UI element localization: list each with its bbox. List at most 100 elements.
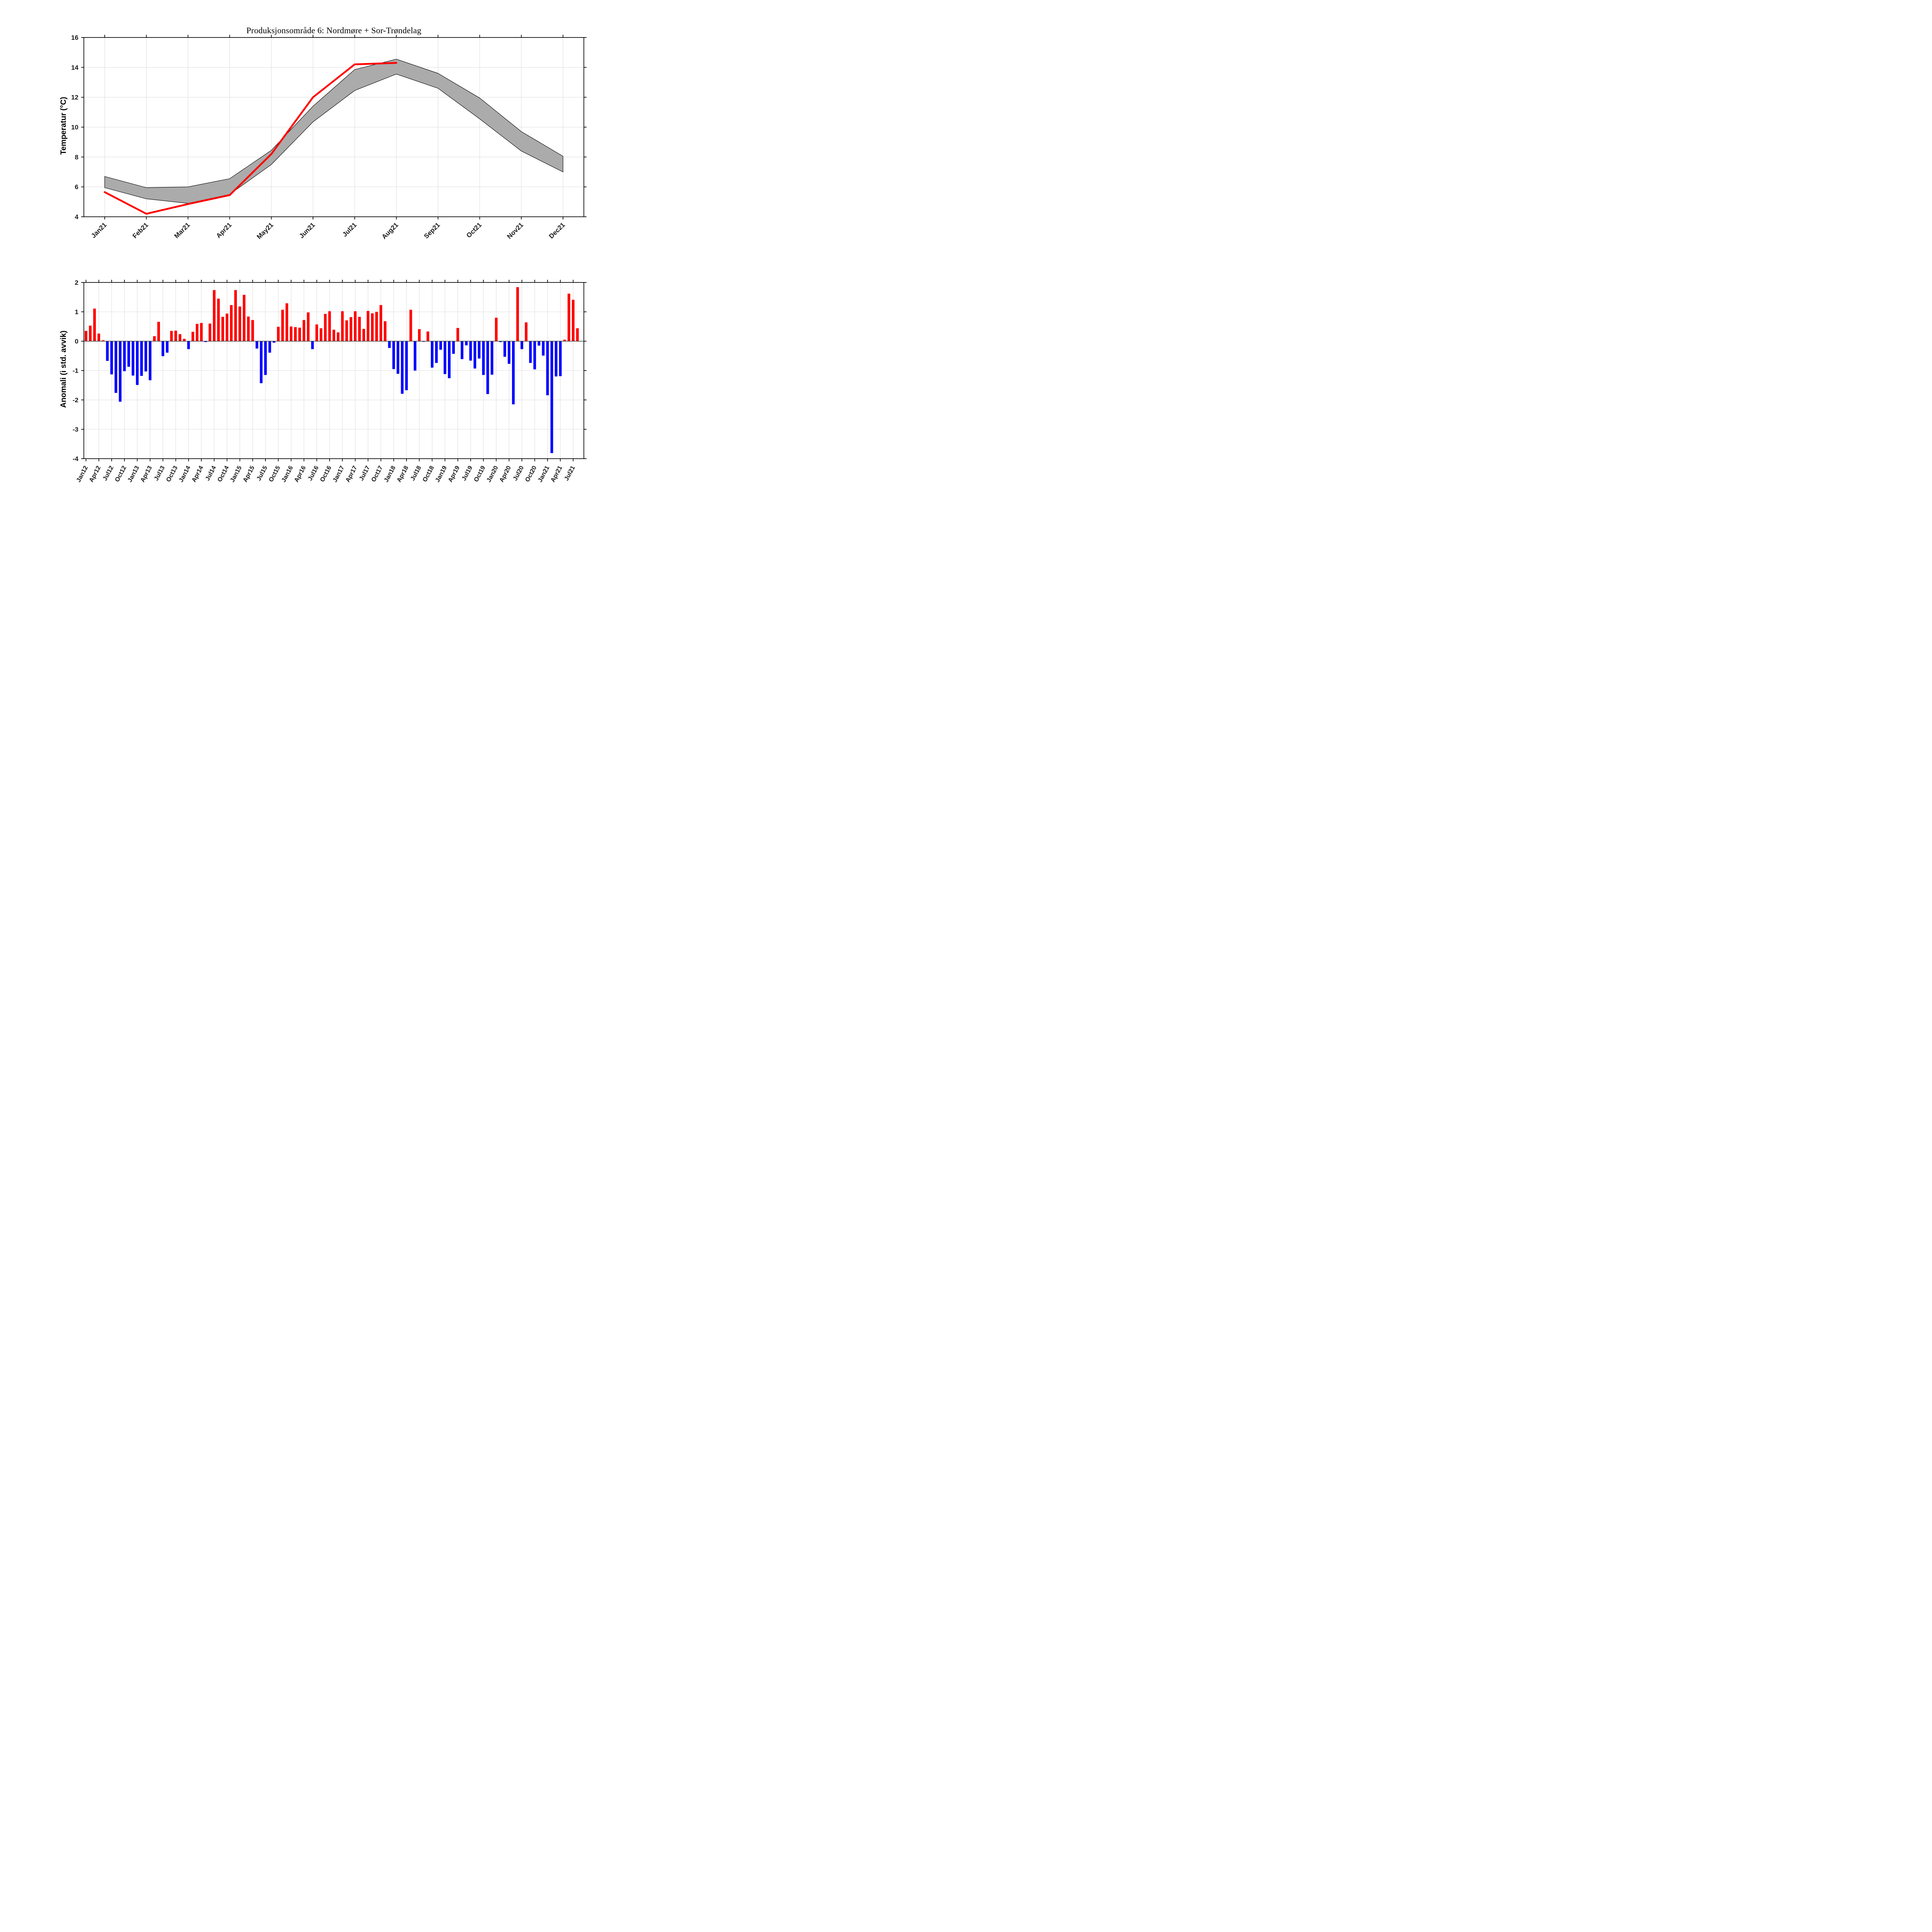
top-y-axis-label: Temperatur (°C) <box>59 97 68 155</box>
x-tick-label: Oct19 <box>473 465 487 483</box>
anomaly-bar-positive <box>418 329 421 341</box>
anomaly-bar-positive <box>191 332 194 341</box>
x-tick-label: Apr21 <box>549 465 563 483</box>
x-tick-label: Jan12 <box>75 465 89 483</box>
anomaly-bars <box>85 287 579 453</box>
x-tick-label: Oct21 <box>465 221 483 239</box>
anomaly-bar-positive <box>362 329 365 341</box>
x-tick-label: Apr17 <box>345 465 359 483</box>
x-tick-label: Jul15 <box>255 465 269 482</box>
anomaly-bar-negative <box>554 341 558 377</box>
y-tick-label: 14 <box>71 64 78 71</box>
y-tick-label: 4 <box>75 213 79 221</box>
x-tick-label: Jul21 <box>563 465 577 482</box>
temperature-panel: 4 6 8 10 12 14 16 Jan21 Feb21 Mar21 Apr21 May21 Jun2… <box>71 34 587 241</box>
x-tick-label: Sep21 <box>423 221 442 240</box>
anomaly-bar-positive <box>337 332 340 341</box>
x-tick-label: Aug21 <box>380 221 400 240</box>
anomaly-bar-positive <box>247 316 250 341</box>
bottom-tick-labels: 210-1-2-3-4Jan12Apr12Jul12Oct12Jan13Apr1… <box>73 279 577 483</box>
x-tick-label: Jul13 <box>153 465 166 482</box>
anomaly-bar-positive <box>200 323 203 341</box>
y-tick-label: -4 <box>73 455 79 463</box>
anomaly-bar-negative <box>448 341 451 378</box>
anomaly-bar-negative <box>469 341 472 361</box>
anomaly-bar-positive <box>375 312 378 341</box>
anomaly-bar-positive <box>303 320 306 341</box>
anomaly-bar-positive <box>153 336 156 341</box>
anomaly-bar-negative <box>144 341 147 372</box>
anomaly-bar-negative <box>110 341 113 374</box>
anomaly-bar-negative <box>405 341 408 390</box>
x-tick-label: Jul14 <box>204 465 218 482</box>
x-tick-label: Oct12 <box>114 465 128 483</box>
y-tick-label: 10 <box>71 124 78 131</box>
x-tick-label: Jul21 <box>341 221 358 238</box>
anomaly-bar-positive <box>332 330 335 341</box>
anomaly-bar-positive <box>174 330 177 341</box>
anomaly-bar-positive <box>251 320 254 341</box>
anomaly-bar-negative <box>533 341 536 369</box>
anomaly-bar-positive <box>277 327 280 341</box>
x-tick-label: Mar21 <box>173 221 191 240</box>
x-tick-label: Feb21 <box>131 221 150 240</box>
anomaly-bar-positive <box>196 324 199 341</box>
anomaly-bar-negative <box>268 341 271 353</box>
y-tick-label: 0 <box>75 338 78 345</box>
anomaly-bar-negative <box>166 341 169 353</box>
y-tick-label: -3 <box>73 426 78 433</box>
x-tick-label: Jan13 <box>126 465 140 483</box>
anomaly-bar-negative <box>148 341 151 381</box>
anomaly-bar-negative <box>435 341 438 363</box>
y-tick-label: 8 <box>75 153 78 161</box>
x-tick-label: Jan15 <box>229 465 243 483</box>
x-tick-label: Apr15 <box>242 465 256 483</box>
anomaly-bar-positive <box>379 305 383 341</box>
anomaly-bar-positive <box>179 334 182 341</box>
anomaly-bar-negative <box>444 341 446 374</box>
x-tick-label: Jul20 <box>512 465 525 482</box>
anomaly-bar-positive <box>371 313 374 341</box>
anomaly-bar-positive <box>93 308 96 341</box>
anomaly-bar-negative <box>114 341 117 393</box>
x-tick-label: Jan21 <box>90 221 108 240</box>
anomaly-bar-positive <box>328 311 331 341</box>
top-ticks <box>81 35 587 219</box>
anomaly-bar-positive <box>85 331 87 341</box>
anomaly-bar-positive <box>183 338 186 341</box>
anomaly-bar-positive <box>354 311 357 341</box>
x-tick-label: Apr13 <box>139 465 153 483</box>
anomaly-bar-positive <box>170 331 173 341</box>
anomaly-bar-negative <box>396 341 400 374</box>
anomaly-bar-negative <box>401 341 404 394</box>
anomaly-bar-positive <box>563 340 566 341</box>
anomaly-bar-negative <box>255 341 259 349</box>
anomaly-bar-positive <box>230 305 233 341</box>
x-tick-label: May21 <box>255 221 275 240</box>
anomaly-bar-negative <box>473 341 476 369</box>
anomaly-bar-positive <box>576 328 579 341</box>
anomaly-bar-negative <box>542 341 545 356</box>
x-tick-label: Dec21 <box>548 221 566 240</box>
x-tick-label: Apr19 <box>447 465 461 483</box>
x-tick-label: Jul12 <box>102 465 115 482</box>
anomaly-bar-positive <box>525 322 528 341</box>
x-tick-label: Jan16 <box>281 465 294 483</box>
anomaly-bar-negative <box>136 341 139 385</box>
anomaly-bar-positive <box>298 328 301 341</box>
anomaly-bar-positive <box>315 324 318 341</box>
anomaly-bar-positive <box>294 327 297 341</box>
bottom-gridlines <box>84 282 584 459</box>
anomaly-bar-positive <box>384 321 387 341</box>
anomaly-bar-negative <box>264 341 267 375</box>
anomaly-bar-positive <box>89 325 92 341</box>
anomaly-bar-negative <box>486 341 489 394</box>
chart-title: Produksjonsområde 6: Nordmøre + Sor-Trøn… <box>246 26 422 35</box>
x-tick-label: Apr16 <box>293 465 307 483</box>
x-tick-label: Oct17 <box>370 465 384 483</box>
x-tick-label: Jan21 <box>537 465 551 483</box>
anomaly-bar-positive <box>157 321 160 341</box>
bottom-y-axis-label: Anomali (i std. avvik) <box>59 330 68 408</box>
x-tick-label: Oct20 <box>524 465 538 483</box>
anomaly-bar-positive <box>217 298 220 341</box>
